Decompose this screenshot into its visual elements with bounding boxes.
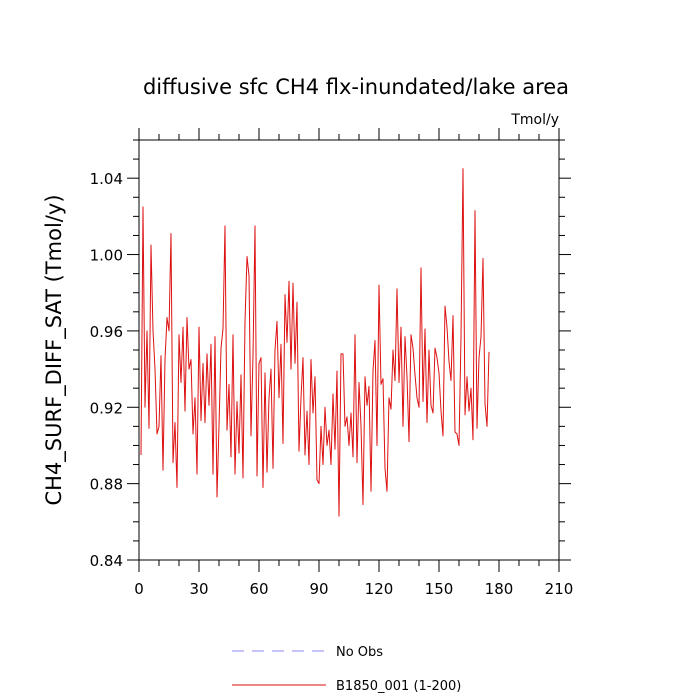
units-label: Tmol/y [510,112,559,128]
x-tick-label: 0 [134,580,144,598]
y-tick-label: 0.84 [90,552,123,570]
x-tick-label: 30 [189,580,208,598]
x-tick-label: 90 [309,580,328,598]
y-tick-label: 0.88 [90,476,123,494]
y-axis-label: CH4_SURF_DIFF_SAT (Tmol/y) [42,194,67,505]
x-tick-label: 210 [545,580,574,598]
y-tick-label: 0.92 [90,399,123,417]
x-tick-label: 60 [249,580,268,598]
y-tick-label: 1.00 [90,247,123,265]
x-tick-label: 150 [425,580,454,598]
y-tick-label: 1.04 [90,170,123,188]
legend-label-b1850: B1850_001 (1-200) [336,679,461,694]
x-tick-label: 180 [485,580,514,598]
legend-label-no-obs: No Obs [336,645,383,660]
series-layer [140,168,490,517]
series-line-b1850 [140,168,490,517]
plot-frame [138,139,560,561]
legend: No Obs B1850_001 (1-200) [232,645,461,694]
axis-tick-labels: 0 30 60 90 120 150 180 210 0.84 0.88 0.92 0.96 1.00 1… [90,170,574,598]
x-tick-label: 120 [365,580,394,598]
y-tick-label: 0.96 [90,323,123,341]
axis-ticks [127,128,571,572]
chart-title: diffusive sfc CH4 flx-inundated/lake are… [143,75,569,99]
